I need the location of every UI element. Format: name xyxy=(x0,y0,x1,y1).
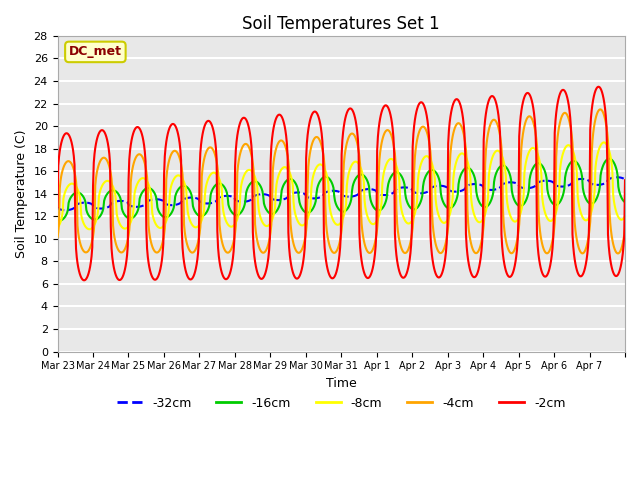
X-axis label: Time: Time xyxy=(326,377,356,390)
Legend: -32cm, -16cm, -8cm, -4cm, -2cm: -32cm, -16cm, -8cm, -4cm, -2cm xyxy=(112,392,570,415)
Text: DC_met: DC_met xyxy=(69,46,122,59)
Title: Soil Temperatures Set 1: Soil Temperatures Set 1 xyxy=(243,15,440,33)
Y-axis label: Soil Temperature (C): Soil Temperature (C) xyxy=(15,130,28,258)
